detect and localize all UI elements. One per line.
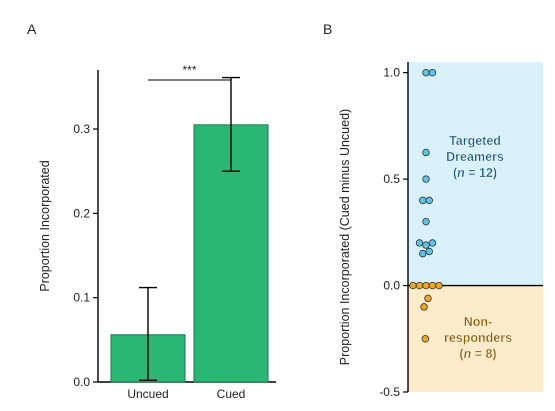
group-label-line: Non- [464, 315, 492, 329]
panel-b-label: B [323, 21, 332, 37]
non-responder-point [415, 281, 424, 290]
n-value: = 8) [471, 347, 496, 361]
targeted-dreamer-point [419, 196, 427, 205]
targeted-dreamer-point [422, 148, 430, 157]
significance-marker: *** [182, 63, 196, 77]
targeted-dreamer-point [425, 196, 433, 205]
panel-b-y-tick-label: -0.5 [379, 385, 400, 399]
targeted-dreamer-point [425, 247, 433, 256]
x-tick-label-uncued: Uncued [127, 387, 168, 401]
group-label-line: responders [444, 331, 512, 345]
n-value: = 12) [465, 166, 497, 180]
targeted-dreamer-point [422, 217, 430, 226]
group-label-line: Targeted [449, 134, 501, 148]
group-label-line: Dreamers [446, 150, 504, 164]
targeted-dreamers-label: Targeted Dreamers (n = 12) [446, 134, 504, 180]
targeted-dreamer-point [422, 68, 430, 77]
panel-a-y-axis-title: Proportion Incorporated [38, 160, 52, 291]
n-symbol: n [464, 347, 472, 361]
n-symbol: n [457, 166, 465, 180]
targeted-dreamer-point [415, 239, 424, 247]
panel-b: -0.5 0.0 0.5 1.0 Proportion Incorporated (C… [338, 62, 543, 399]
panel-b-y-tick-label: 0.0 [383, 279, 400, 293]
non-responders-region [408, 285, 543, 392]
targeted-dreamer-point [428, 68, 437, 77]
group-n-label: (n = 8) [459, 347, 496, 361]
panel-a-y-tick-label: 0.0 [73, 375, 90, 389]
non-responder-point [435, 281, 443, 290]
non-responders-label: Non- responders (n = 8) [444, 315, 512, 361]
non-responder-point [420, 303, 428, 311]
panel-a-y-tick-label: 0.3 [73, 122, 90, 136]
targeted-dreamer-point [422, 175, 430, 183]
x-tick-label-cued: Cued [217, 387, 246, 401]
panel-b-y-tick-label: 1.0 [383, 66, 400, 80]
group-n-label: (n = 12) [453, 166, 497, 180]
non-responder-point [422, 281, 430, 290]
panel-a: Proportion Incorporated 0.0 0.1 0.2 0.3 Unc… [38, 63, 276, 401]
panel-a-y-tick-label: 0.2 [73, 206, 90, 220]
targeted-dreamer-point [422, 241, 430, 249]
non-responder-point [409, 281, 417, 290]
targeted-dreamer-point [428, 239, 437, 247]
non-responder-point [421, 335, 430, 343]
panel-a-y-tick-label: 0.1 [73, 291, 90, 305]
targeted-dreamer-point [419, 249, 427, 258]
panel-b-y-tick-label: 0.5 [383, 172, 400, 186]
panel-b-y-axis-title: Proportion Incorporated (Cued minus Uncu… [338, 109, 352, 365]
non-responder-point [428, 281, 437, 290]
non-responder-point [424, 294, 432, 303]
panel-a-label: A [27, 21, 37, 37]
